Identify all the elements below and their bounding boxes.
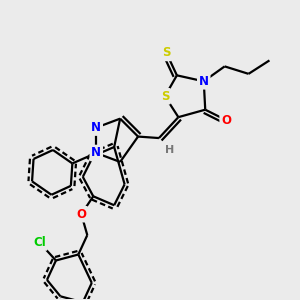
Text: Cl: Cl bbox=[33, 236, 46, 249]
Text: N: N bbox=[91, 121, 101, 134]
Text: N: N bbox=[199, 75, 209, 88]
Text: S: S bbox=[161, 90, 169, 103]
Text: O: O bbox=[76, 208, 86, 221]
Text: N: N bbox=[91, 146, 101, 160]
Text: H: H bbox=[165, 145, 174, 155]
Text: O: O bbox=[221, 114, 231, 127]
Text: S: S bbox=[162, 46, 171, 59]
